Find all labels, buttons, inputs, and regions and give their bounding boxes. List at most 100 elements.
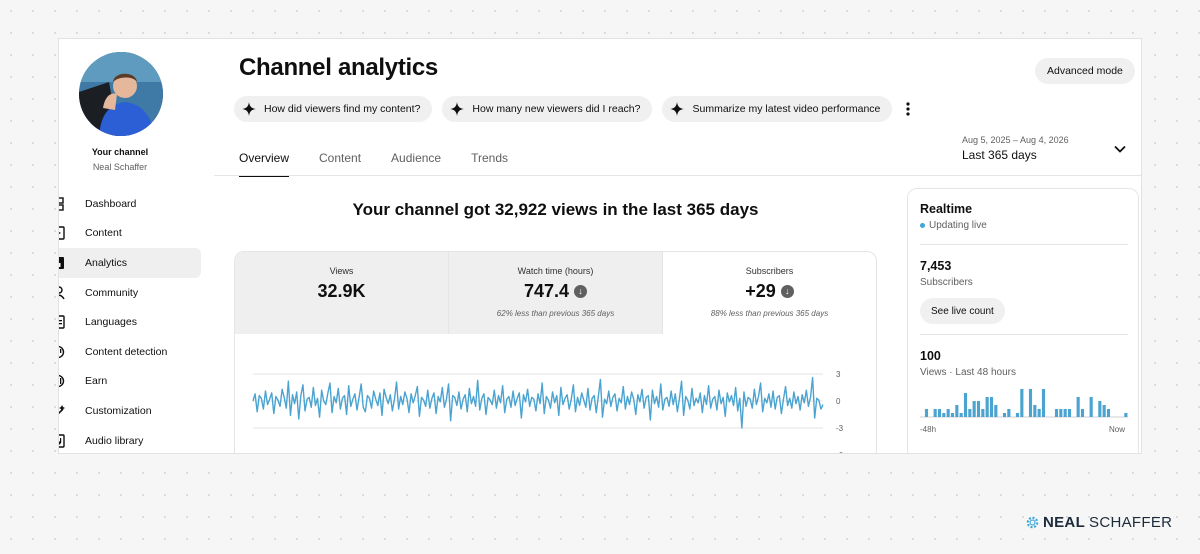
realtime-bar[interactable]: [976, 401, 981, 417]
metric-watch-time[interactable]: Watch time (hours) 747.4 ↓ 62% less than …: [449, 252, 663, 334]
realtime-views-label: Views · Last 48 hours: [920, 367, 1016, 378]
realtime-title: Realtime: [920, 202, 973, 216]
realtime-card: Realtime Updating live 7,453 Subscribers…: [907, 188, 1139, 453]
metric-subscribers[interactable]: Subscribers +29 ↓ 88% less than previous …: [663, 252, 876, 334]
metric-label: Views: [329, 266, 354, 276]
sidebar-item-analytics[interactable]: Analytics: [59, 248, 201, 278]
realtime-bar[interactable]: [1007, 409, 1011, 417]
realtime-bar[interactable]: [1124, 413, 1128, 417]
realtime-bar-chart[interactable]: [920, 384, 1128, 418]
realtime-bar[interactable]: [950, 413, 955, 417]
sidebar-item-dashboard[interactable]: Dashboard: [59, 189, 201, 219]
more-options-icon[interactable]: [902, 101, 914, 117]
realtime-bar[interactable]: [1015, 413, 1020, 417]
realtime-bar[interactable]: [1054, 409, 1059, 417]
realtime-bar[interactable]: [1037, 409, 1041, 417]
views-headline: Your channel got 32,922 views in the las…: [352, 200, 759, 219]
tab-content[interactable]: Content: [319, 151, 362, 165]
sidebar-item-label: Dashboard: [85, 197, 137, 210]
realtime-bar[interactable]: [942, 413, 946, 417]
realtime-bar[interactable]: [963, 393, 968, 417]
metric-label: Subscribers: [745, 266, 794, 276]
suggestion-chips: How did viewers find my content? How man…: [234, 96, 914, 122]
earn-icon: [59, 374, 69, 388]
realtime-bar[interactable]: [933, 409, 937, 417]
realtime-bar[interactable]: [1102, 405, 1106, 417]
series-line-views[interactable]: [252, 376, 824, 429]
metric-value: +29: [745, 281, 776, 301]
y-tick-label: 3: [836, 370, 841, 379]
chevron-down-icon[interactable]: [1113, 142, 1127, 156]
sidebar-item-earn[interactable]: Earn: [59, 367, 201, 397]
realtime-bar[interactable]: [968, 409, 972, 417]
brand-logo: NEAL SCHAFFER: [1025, 514, 1172, 531]
realtime-subscribers-value: 7,453: [920, 259, 952, 273]
sidebar-item-content-detection[interactable]: Content detection: [59, 337, 201, 367]
tab-trends[interactable]: Trends: [471, 151, 508, 165]
chip-new-viewers-reach[interactable]: How many new viewers did I reach?: [442, 96, 653, 122]
realtime-bar[interactable]: [1063, 409, 1067, 417]
realtime-bar[interactable]: [972, 401, 976, 417]
realtime-bar[interactable]: [937, 409, 942, 417]
realtime-bar[interactable]: [946, 409, 950, 417]
sidebar-item-label: Languages: [85, 316, 137, 329]
arrow-down-icon: ↓: [574, 285, 588, 298]
realtime-bar[interactable]: [924, 409, 929, 417]
realtime-bar[interactable]: [994, 405, 998, 417]
realtime-bar[interactable]: [985, 397, 989, 417]
advanced-mode-button[interactable]: Advanced mode: [1035, 58, 1135, 84]
sidebar-item-label: Content detection: [85, 345, 168, 358]
see-live-count-button[interactable]: See live count: [920, 298, 1005, 324]
metric-views[interactable]: Views 32.9K: [235, 252, 449, 334]
audio-library-icon: [59, 433, 69, 448]
tab-overview[interactable]: Overview: [239, 151, 290, 177]
chip-summarize-latest-video[interactable]: Summarize my latest video performance: [662, 96, 893, 122]
metric-value-row: 32.9K: [235, 281, 448, 302]
realtime-bar[interactable]: [1002, 413, 1007, 417]
realtime-bar[interactable]: [955, 405, 959, 417]
sidebar-item-community[interactable]: Community: [59, 278, 201, 308]
realtime-bar[interactable]: [1106, 409, 1111, 417]
content-icon: [59, 226, 69, 241]
brand-name-last: SCHAFFER: [1089, 514, 1173, 531]
sparkle-icon: [450, 102, 465, 116]
date-range-label: Last 365 days: [962, 148, 1037, 162]
views-line-chart[interactable]: 3 0 -3 -6: [235, 334, 877, 454]
studio-window: Your channel Neal Schaffer Dashboard Con…: [58, 38, 1142, 454]
sidebar-item-audio-library[interactable]: Audio library: [59, 426, 201, 453]
content-detection-icon: [59, 345, 69, 359]
realtime-bar[interactable]: [959, 413, 963, 417]
sidebar-item-label: Audio library: [85, 434, 144, 447]
sidebar-nav: Dashboard Content Analytics Community La…: [59, 189, 201, 453]
realtime-bar[interactable]: [1059, 409, 1063, 417]
realtime-bar[interactable]: [981, 409, 985, 417]
tab-divider: [214, 175, 1141, 176]
chip-label: How did viewers find my content?: [264, 103, 421, 115]
metrics-card: Views 32.9K Watch time (hours) 747.4 ↓ 62…: [234, 251, 877, 454]
y-tick-label: 0: [836, 397, 841, 406]
realtime-bar[interactable]: [1033, 405, 1037, 417]
metric-comparison: 62% less than previous 365 days: [496, 309, 615, 318]
realtime-bar[interactable]: [1067, 409, 1072, 417]
realtime-bar[interactable]: [1028, 389, 1033, 417]
realtime-bar[interactable]: [1076, 397, 1080, 417]
sidebar-item-customization[interactable]: Customization: [59, 396, 201, 426]
chip-viewers-find-content[interactable]: How did viewers find my content?: [234, 96, 433, 122]
channel-avatar[interactable]: [79, 52, 163, 136]
sidebar-item-languages[interactable]: Languages: [59, 307, 201, 337]
realtime-bar[interactable]: [1098, 401, 1102, 417]
date-range-selector[interactable]: Aug 5, 2025 – Aug 4, 2026 Last 365 days: [962, 135, 1069, 162]
avatar-photo: [79, 52, 163, 136]
tab-audience[interactable]: Audience: [391, 151, 442, 165]
sidebar-item-content[interactable]: Content: [59, 219, 201, 249]
realtime-bar[interactable]: [989, 397, 994, 417]
realtime-bar[interactable]: [1080, 409, 1085, 417]
divider: [920, 244, 1128, 245]
sidebar-item-label: Content: [85, 227, 122, 240]
divider: [920, 334, 1128, 335]
metric-comparison: 88% less than previous 365 days: [710, 309, 829, 318]
realtime-bar[interactable]: [1020, 389, 1024, 417]
chip-label: Summarize my latest video performance: [692, 103, 881, 115]
realtime-bar[interactable]: [1041, 389, 1046, 417]
realtime-bar[interactable]: [1089, 397, 1093, 417]
